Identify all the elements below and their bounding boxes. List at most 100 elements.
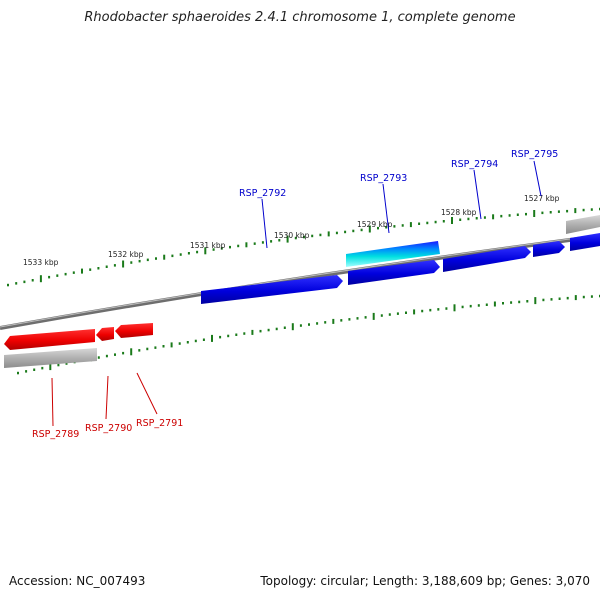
minor-tick [500,214,503,218]
minor-tick [377,226,379,230]
minor-tick [113,264,116,267]
minor-tick [196,250,199,254]
minor-tick [89,268,92,271]
gene-label-rsp-2791[interactable]: RSP_2791 [136,418,183,429]
minor-tick [15,282,18,285]
minor-tick [97,356,100,359]
minor-tick [212,248,215,251]
gene-arrow-rsp-2790[interactable] [96,327,114,341]
minor-tick [178,342,181,345]
kbp-label: 1529 kbp [357,220,393,229]
minor-tick [219,335,222,339]
minor-tick [25,370,28,373]
minor-tick [526,300,529,303]
minor-tick [146,347,149,351]
minor-tick [324,321,327,324]
minor-tick [170,342,173,348]
minor-tick [590,208,593,211]
gene-arrow-rsp-2794[interactable] [443,246,531,272]
gene-label-rsp-2793[interactable]: RSP_2793 [360,173,407,184]
gene-label-rsp-2794[interactable]: RSP_2794 [451,159,498,170]
minor-tick [566,296,569,300]
minor-tick [393,225,396,228]
minor-tick [396,312,399,315]
minor-tick [105,354,108,358]
gene-arrow-rsp-2789[interactable] [4,329,95,350]
minor-tick [574,295,577,301]
minor-tick [475,217,478,220]
pseudo-gene-forward[interactable] [566,215,600,234]
minor-tick [114,353,116,356]
minor-tick [311,234,314,238]
major-tick [291,323,294,331]
minor-tick [348,318,351,321]
leader-line [261,198,268,249]
major-tick [451,217,453,224]
minor-tick [97,267,100,270]
minor-tick [56,274,59,277]
tick-row-forward [7,207,600,287]
kbp-label: 1533 kbp [23,258,59,267]
minor-tick [194,339,197,343]
minor-tick [550,298,553,301]
minor-tick [243,332,246,335]
minor-tick [245,242,248,248]
gene-arrow-rsp-2793[interactable] [348,260,440,285]
minor-tick [364,316,367,319]
minor-tick [163,254,166,260]
accession-text: Accession: NC_007493 [9,574,146,588]
gene-arrow-rsp-2793-highlight[interactable] [346,241,440,267]
kbp-label: 1531 kbp [190,241,226,250]
minor-tick [57,363,60,367]
pseudo-gene-reverse[interactable] [4,348,97,368]
minor-tick [469,304,472,308]
minor-tick [380,314,383,317]
gene-arrow-forward-right-edge[interactable] [570,233,600,251]
minor-tick [401,224,404,227]
leader-line [533,160,542,197]
minor-tick [319,233,322,237]
minor-tick [459,218,462,221]
minor-tick [155,257,157,260]
minor-tick [48,275,51,279]
minor-tick [278,239,281,242]
minor-tick [235,333,238,336]
minor-tick [179,253,182,256]
kbp-label: 1528 kbp [441,208,477,217]
gene-label-rsp-2789[interactable]: RSP_2789 [32,429,79,440]
chromosome-backbone-highlight [0,234,600,328]
minor-tick [549,211,552,214]
minor-tick [335,231,338,235]
leader-line [473,169,482,220]
gene-label-rsp-2792[interactable]: RSP_2792 [239,188,286,199]
gene-label-rsp-2795[interactable]: RSP_2795 [511,149,558,160]
major-tick [204,247,207,255]
minor-tick [308,323,310,326]
minor-tick [299,324,302,327]
minor-tick [437,308,440,311]
minor-tick [574,208,577,214]
minor-tick [413,309,416,315]
minor-tick [327,231,330,237]
kbp-label: 1532 kbp [108,250,144,259]
minor-tick [81,268,83,274]
gene-arrow-rsp-2795[interactable] [533,241,565,257]
minor-tick [429,308,432,312]
gene-label-rsp-2790[interactable]: RSP_2790 [85,423,132,434]
gene-arrow-rsp-2791[interactable] [115,323,153,338]
minor-tick [493,301,496,307]
minor-tick [332,318,335,324]
leader-line [382,183,390,234]
leader-line [136,372,158,415]
minor-tick [541,211,544,215]
minor-tick [186,341,189,344]
minor-tick [340,319,343,322]
minor-tick [187,252,190,255]
minor-tick [261,241,264,244]
minor-tick [421,309,424,313]
gene-arrow-rsp-2792[interactable] [201,275,343,304]
minor-tick [23,280,26,284]
minor-tick [542,298,545,302]
minor-tick [352,229,355,233]
